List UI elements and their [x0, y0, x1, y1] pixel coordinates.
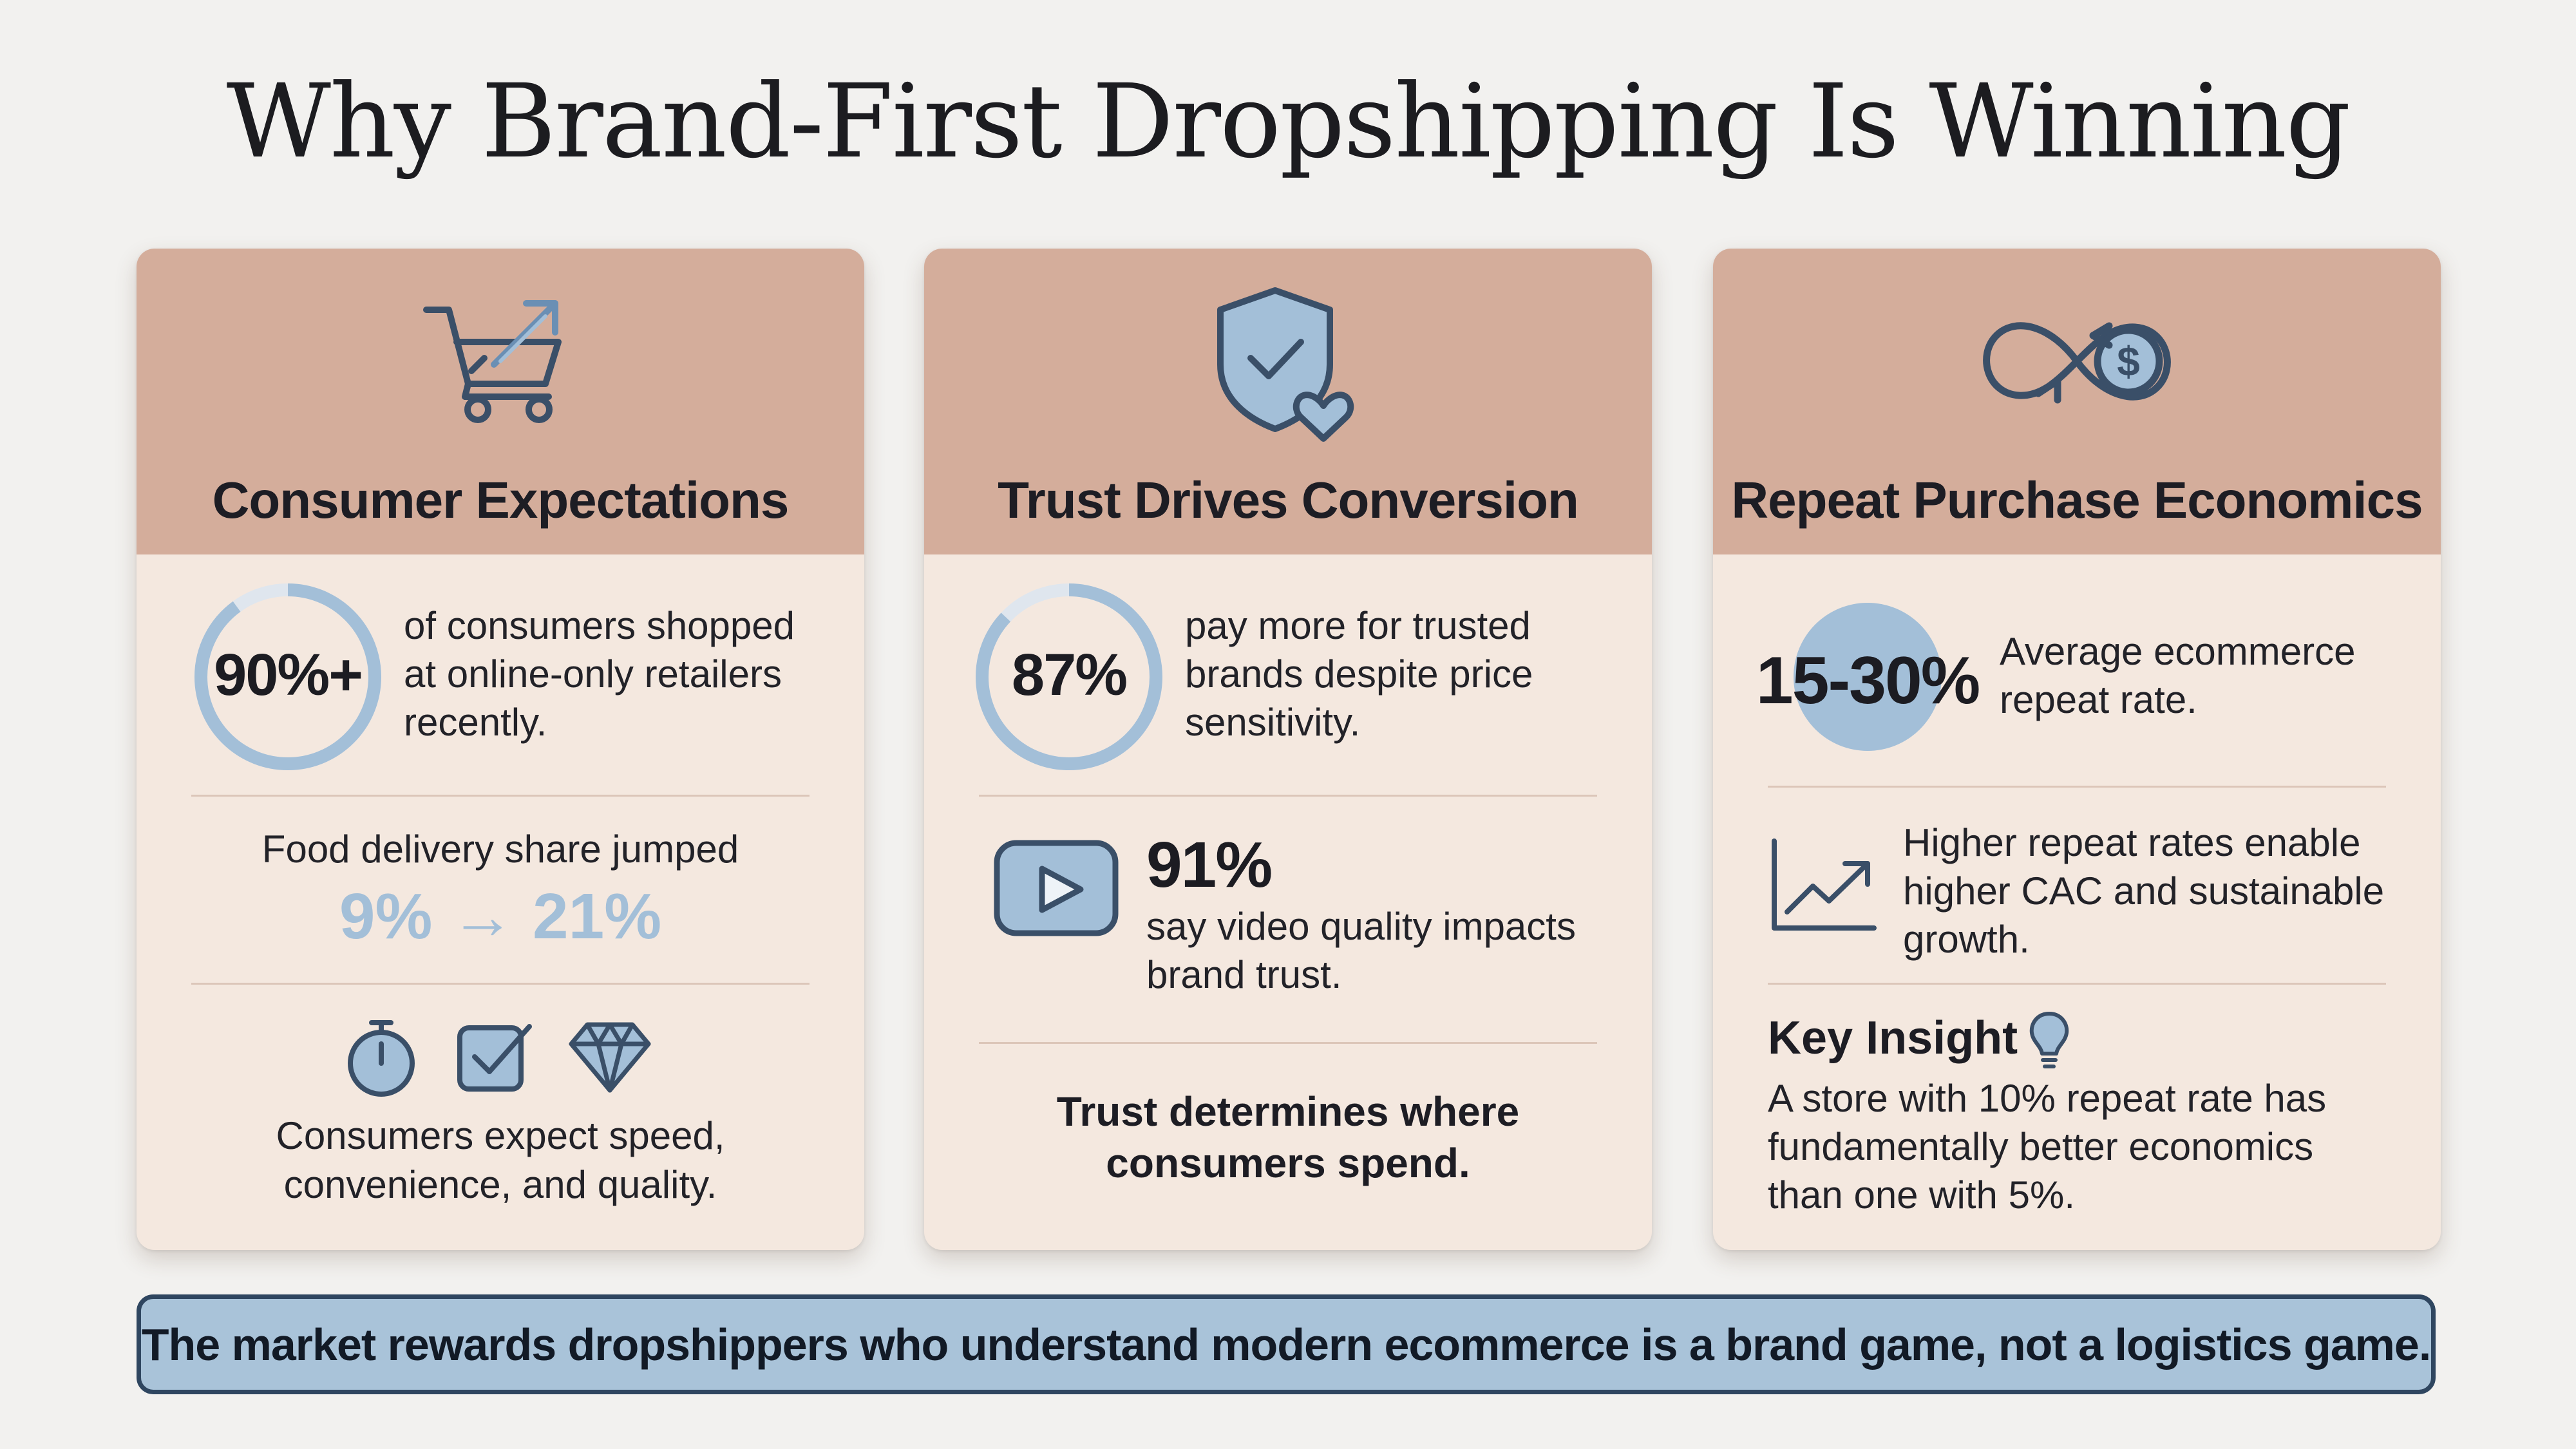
infinity-dollar-icon: $ [1961, 281, 2193, 448]
divider [191, 795, 810, 797]
video-stat-description: say video quality impacts brand trust. [1146, 905, 1576, 996]
growth-chart-icon [1768, 838, 1877, 934]
stat-description: Average ecommerce repeat rate. [2000, 630, 2356, 721]
stat-circle [1794, 603, 1942, 751]
summary-banner: The market rewards dropshippers who unde… [137, 1294, 2436, 1394]
page-title: Why Brand-First Dropshipping Is Winning [226, 62, 2351, 181]
card-footer: Trust determines where consumers spend. [1056, 1088, 1520, 1186]
lightbulb-icon [2025, 1009, 2074, 1073]
video-play-icon [992, 838, 1121, 941]
card-title: Trust Drives Conversion [998, 471, 1579, 529]
banner-text: The market rewards dropshippers who unde… [141, 1319, 2432, 1370]
shield-check-heart-icon [1204, 281, 1372, 448]
card-footer: Consumers expect speed, convenience, and… [276, 1114, 725, 1206]
svg-text:$: $ [2117, 338, 2140, 384]
divider [1768, 983, 2386, 985]
card-header: Trust Drives Conversion [924, 249, 1652, 554]
card-header: $ Repeat Purchase Economics [1713, 249, 2441, 554]
food-delivery-label: Food delivery share jumped [261, 828, 739, 871]
card-header: Consumer Expectations [137, 249, 864, 554]
stat-value: 87% [1011, 642, 1128, 708]
stat-ring [194, 583, 381, 770]
card-trust-drives-conversion: Trust Drives Conversion 87% pay more for… [924, 249, 1652, 1250]
divider [191, 983, 810, 985]
stat-description: of consumers shopped at online-only reta… [404, 604, 795, 744]
card-repeat-purchase-economics: $ Repeat Purchase Economics 15-30% Avera… [1713, 249, 2441, 1250]
stat-ring [976, 583, 1162, 770]
shopping-cart-trend-icon [417, 281, 584, 448]
stopwatch-icon [343, 1015, 420, 1099]
card-title: Consumer Expectations [212, 471, 790, 529]
card-consumer-expectations: Consumer Expectations 90%+ of consumers … [137, 249, 864, 1250]
key-insight-text: A store with 10% repeat rate has fundame… [1768, 1077, 2327, 1217]
divider [1768, 786, 2386, 788]
divider [979, 1042, 1597, 1044]
checkbox-icon [452, 1015, 536, 1099]
divider [979, 795, 1597, 797]
card-title: Repeat Purchase Economics [1731, 471, 2423, 529]
video-stat-value: 91% [1146, 829, 1273, 901]
stat-value: 90%+ [214, 642, 363, 708]
key-insight-title: Key Insight [1768, 1012, 2018, 1064]
growth-description: Higher repeat rates enable higher CAC an… [1903, 821, 2385, 961]
food-delivery-change: 9% → 21% [339, 880, 662, 952]
stat-value: 15-30% [1756, 643, 1980, 718]
diamond-icon [565, 1018, 655, 1095]
stat-description: pay more for trusted brands despite pric… [1185, 604, 1533, 744]
